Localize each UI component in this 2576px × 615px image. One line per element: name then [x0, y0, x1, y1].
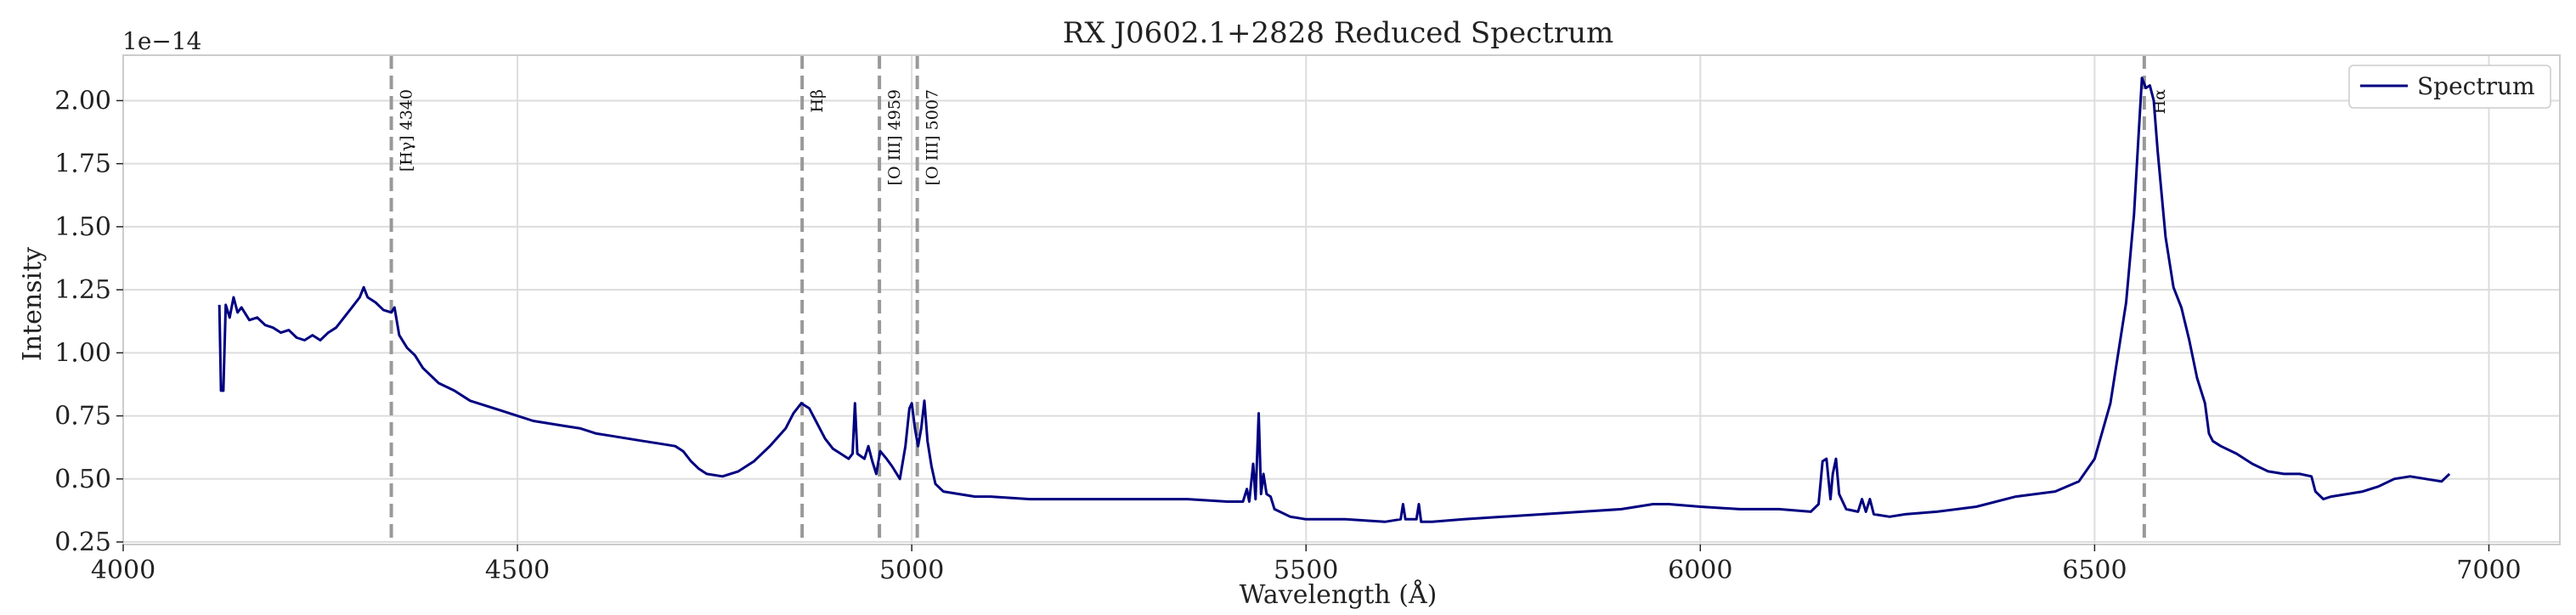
x-tick-label: 7000 — [2456, 556, 2521, 585]
x-tick-label: 6000 — [1668, 556, 1732, 585]
emission-line-label: Hβ — [808, 89, 827, 113]
x-axis-label: Wavelength (Å) — [1240, 579, 1438, 610]
x-tick-label: 6500 — [2062, 556, 2127, 585]
y-tick-label: 0.75 — [54, 402, 111, 432]
x-tick-label: 4500 — [485, 556, 550, 585]
legend-label: Spectrum — [2417, 72, 2535, 100]
y-offset-label: 1e−14 — [122, 27, 201, 55]
legend: Spectrum — [2348, 65, 2551, 109]
y-tick-label: 0.50 — [54, 465, 111, 494]
spectrum-line — [217, 76, 2451, 523]
y-axis-label: Intensity — [18, 247, 48, 361]
emission-line-label: [O III] 4959 — [885, 89, 904, 185]
legend-box — [2348, 65, 2551, 109]
y-tick-label: 2.00 — [54, 86, 111, 116]
annotation-layer: [Hγ] 4340 Hβ [O III] 4959 [O III] 5007 Hα — [389, 55, 2169, 544]
y-tick-label: 1.50 — [54, 212, 111, 242]
y-tick-label: 1.25 — [54, 275, 111, 305]
series-layer — [217, 76, 2451, 523]
y-tick-label: 1.00 — [54, 338, 111, 368]
y-tick-label: 0.25 — [54, 528, 111, 557]
plot-frame — [122, 54, 2561, 545]
emission-line-label: [Hγ] 4340 — [398, 89, 416, 172]
tick-layer: 4000 4500 5000 5500 6000 6500 7000 0.25 0.50 0.75… — [54, 86, 2521, 585]
x-tick-label: 4000 — [91, 556, 155, 585]
x-tick-label: 5500 — [1274, 556, 1338, 585]
x-tick-label: 5000 — [879, 556, 944, 585]
chart-title: RX J0602.1+2828 Reduced Spectrum — [1063, 16, 1613, 50]
grid-layer — [122, 55, 2560, 544]
emission-line-label: [O III] 5007 — [924, 89, 942, 185]
y-tick-label: 1.75 — [54, 150, 111, 179]
